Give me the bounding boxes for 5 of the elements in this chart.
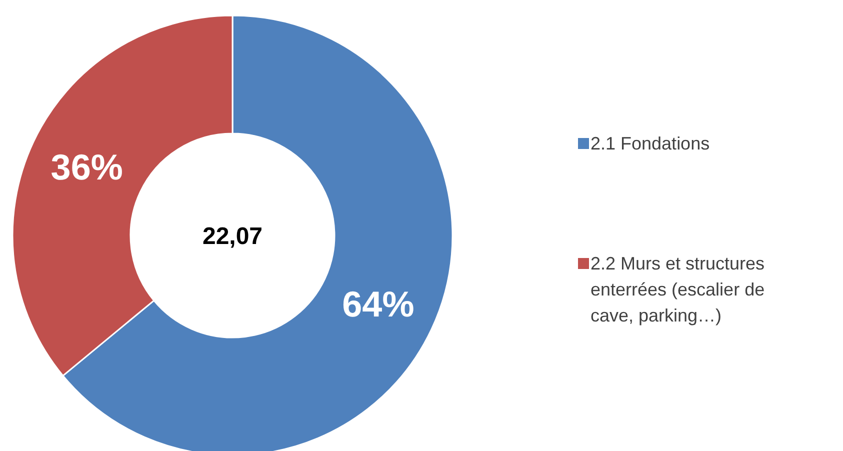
data-label: 36% <box>50 146 123 188</box>
data-label: 64% <box>342 284 414 325</box>
text: 22,07 <box>202 223 263 250</box>
legend-label: 2.2 Murs et structures enterrées (escalier de cave, parking…) <box>590 254 765 326</box>
legend-label: 2.1 Fondations <box>590 134 710 154</box>
